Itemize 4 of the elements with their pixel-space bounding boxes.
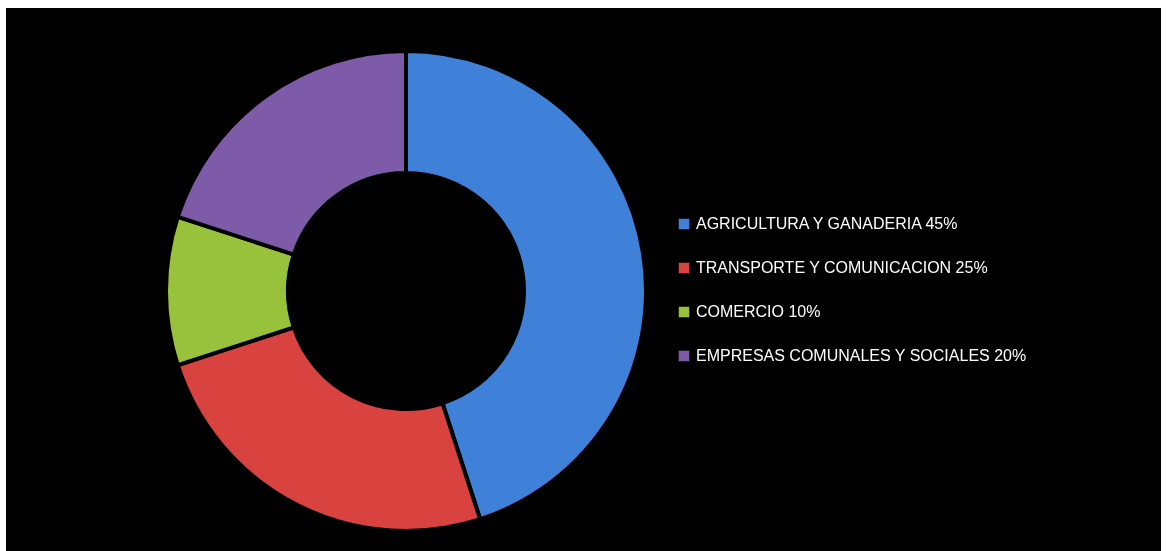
legend-label: TRANSPORTE Y COMUNICACION 25% [696, 259, 988, 276]
legend-label: EMPRESAS COMUNALES Y SOCIALES 20% [696, 347, 1027, 364]
legend-label: AGRICULTURA Y GANADERIA 45% [696, 215, 958, 232]
legend-label: COMERCIO 10% [696, 303, 821, 320]
